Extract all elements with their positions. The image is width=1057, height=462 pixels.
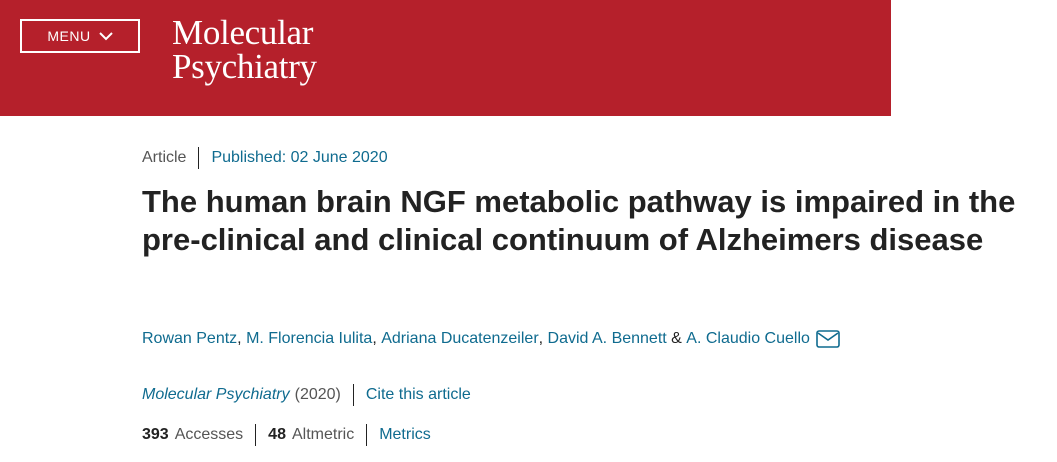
author-link[interactable]: David A. Bennett [547,330,667,347]
article-meta: Article Published: 02 June 2020 [142,147,388,169]
metrics-link[interactable]: Metrics [379,426,431,443]
menu-button[interactable]: MENU [20,19,140,53]
divider [366,424,368,446]
author-link[interactable]: Rowan Pentz [142,330,238,347]
journal-name-link[interactable]: Molecular Psychiatry [142,386,290,403]
author-separator: , [538,330,548,347]
accesses-label: Accesses [174,426,244,443]
journal-logo[interactable]: Molecular Psychiatry [172,13,317,86]
author-separator: , [237,330,247,347]
divider [255,424,257,446]
author-separator: , [372,330,382,347]
brand-line-1: Molecular [172,13,314,52]
author-ampersand: & [666,330,687,347]
publication-year: (2020) [294,386,341,403]
citation-line: Molecular Psychiatry (2020) Cite this ar… [142,384,471,406]
chevron-down-icon [98,31,113,41]
menu-label: MENU [47,28,91,44]
author-list: Rowan Pentz, M. Florencia Iulita, Adrian… [142,330,840,348]
envelope-icon[interactable] [816,330,840,348]
divider [198,147,200,169]
altmetric-label: Altmetric [291,426,355,443]
author-link[interactable]: Adriana Ducatenzeiler [381,330,539,347]
article-title: The human brain NGF metabolic pathway is… [142,184,1016,257]
article-type: Article [142,149,187,166]
divider [352,384,354,406]
metrics-line: 393 Accesses 48 Altmetric Metrics [142,424,431,446]
published-date: Published: 02 June 2020 [211,149,388,166]
site-header: MENU Molecular Psychiatry [0,0,891,116]
altmetric-count: 48 [268,426,286,443]
author-link[interactable]: A. Claudio Cuello [686,330,810,347]
accesses-count: 393 [142,426,169,443]
brand-line-2: Psychiatry [172,47,317,86]
author-link[interactable]: M. Florencia Iulita [246,330,373,347]
cite-article-link[interactable]: Cite this article [365,386,471,403]
